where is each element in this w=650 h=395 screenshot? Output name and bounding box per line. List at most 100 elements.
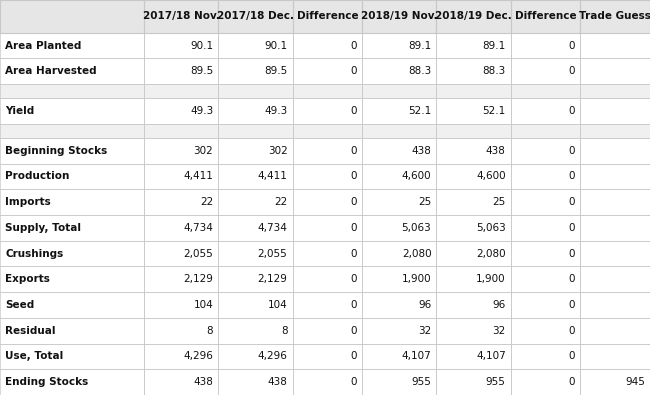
Bar [580, 344, 650, 369]
Bar [144, 84, 218, 98]
Text: 2,080: 2,080 [402, 248, 432, 259]
Bar [144, 124, 218, 138]
Text: 302: 302 [268, 146, 287, 156]
Text: 438: 438 [411, 146, 432, 156]
Bar [144, 215, 218, 241]
Bar [580, 189, 650, 215]
Bar [511, 98, 580, 124]
Text: 0: 0 [350, 274, 357, 284]
Text: 96: 96 [418, 300, 432, 310]
Text: 0: 0 [350, 146, 357, 156]
Text: 0: 0 [569, 223, 575, 233]
Bar [580, 318, 650, 344]
Text: 25: 25 [418, 197, 432, 207]
Bar [0, 292, 144, 318]
Text: 49.3: 49.3 [190, 106, 213, 116]
Bar [218, 138, 292, 164]
Bar [218, 0, 292, 33]
Text: 2,055: 2,055 [183, 248, 213, 259]
Bar [218, 267, 292, 292]
Bar [218, 215, 292, 241]
Text: 90.1: 90.1 [265, 41, 287, 51]
Bar [218, 84, 292, 98]
Bar [362, 164, 436, 189]
Text: Yield: Yield [5, 106, 34, 116]
Text: 32: 32 [493, 326, 506, 336]
Bar [511, 189, 580, 215]
Text: 8: 8 [281, 326, 287, 336]
Bar [144, 267, 218, 292]
Bar [144, 369, 218, 395]
Text: 955: 955 [411, 377, 432, 387]
Text: 4,411: 4,411 [257, 171, 287, 181]
Bar [362, 138, 436, 164]
Bar [144, 98, 218, 124]
Text: 0: 0 [350, 41, 357, 51]
Bar [0, 98, 144, 124]
Bar [292, 84, 362, 98]
Bar [436, 58, 511, 84]
Text: 2,055: 2,055 [258, 248, 287, 259]
Bar [0, 138, 144, 164]
Bar [292, 215, 362, 241]
Bar [292, 369, 362, 395]
Bar [218, 98, 292, 124]
Bar [580, 164, 650, 189]
Bar [436, 33, 511, 58]
Bar [436, 344, 511, 369]
Bar [511, 58, 580, 84]
Text: 4,600: 4,600 [402, 171, 432, 181]
Bar [0, 58, 144, 84]
Bar [292, 189, 362, 215]
Bar [511, 164, 580, 189]
Bar [580, 292, 650, 318]
Bar [144, 344, 218, 369]
Text: 90.1: 90.1 [190, 41, 213, 51]
Text: 52.1: 52.1 [408, 106, 432, 116]
Text: Residual: Residual [5, 326, 55, 336]
Bar [362, 241, 436, 267]
Bar [580, 58, 650, 84]
Text: 1,900: 1,900 [402, 274, 432, 284]
Bar [218, 58, 292, 84]
Text: 25: 25 [493, 197, 506, 207]
Bar [144, 58, 218, 84]
Bar [511, 0, 580, 33]
Text: 32: 32 [418, 326, 432, 336]
Bar [362, 189, 436, 215]
Text: 8: 8 [207, 326, 213, 336]
Bar [144, 292, 218, 318]
Bar [580, 84, 650, 98]
Bar [0, 33, 144, 58]
Bar [511, 267, 580, 292]
Bar [0, 84, 144, 98]
Bar [362, 344, 436, 369]
Bar [0, 215, 144, 241]
Bar [436, 241, 511, 267]
Bar [362, 267, 436, 292]
Bar [362, 58, 436, 84]
Bar [362, 318, 436, 344]
Bar [580, 98, 650, 124]
Bar [292, 292, 362, 318]
Bar [292, 344, 362, 369]
Text: 0: 0 [350, 66, 357, 76]
Text: 1,900: 1,900 [476, 274, 506, 284]
Text: 4,600: 4,600 [476, 171, 506, 181]
Text: 4,107: 4,107 [402, 352, 432, 361]
Text: 0: 0 [569, 248, 575, 259]
Text: 88.3: 88.3 [482, 66, 506, 76]
Bar [0, 344, 144, 369]
Bar [292, 138, 362, 164]
Text: 5,063: 5,063 [402, 223, 432, 233]
Text: 89.1: 89.1 [482, 41, 506, 51]
Bar [144, 164, 218, 189]
Text: 89.5: 89.5 [190, 66, 213, 76]
Bar [0, 369, 144, 395]
Bar [511, 138, 580, 164]
Text: 0: 0 [569, 41, 575, 51]
Text: Difference: Difference [296, 11, 358, 21]
Bar [362, 84, 436, 98]
Bar [511, 318, 580, 344]
Bar [580, 124, 650, 138]
